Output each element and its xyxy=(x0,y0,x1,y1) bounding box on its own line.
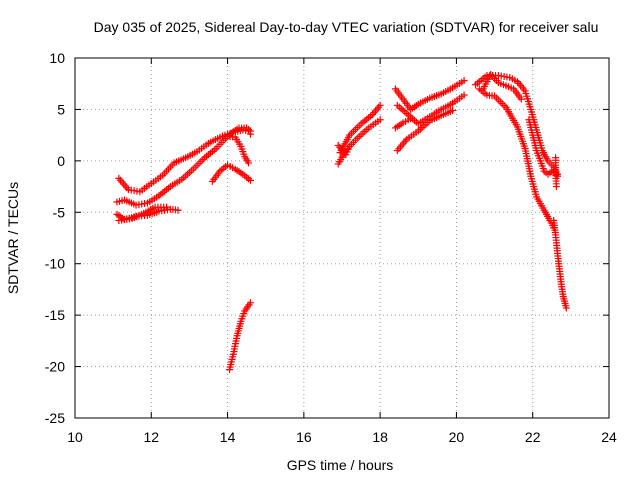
data-point xyxy=(246,127,254,135)
series-track-a xyxy=(115,126,254,196)
series-track-b xyxy=(113,124,254,209)
series-track-i xyxy=(336,101,384,157)
series-track-t xyxy=(550,217,570,312)
data-point xyxy=(346,142,354,150)
series-track-g xyxy=(225,299,254,374)
x-tick-label: 22 xyxy=(525,429,541,445)
series-track-q xyxy=(475,85,558,232)
data-point xyxy=(562,304,570,312)
data-point xyxy=(163,203,171,211)
series-track-f xyxy=(224,132,253,167)
y-tick-label: -10 xyxy=(45,256,65,272)
series-track-s xyxy=(552,154,560,191)
series-track-n xyxy=(391,115,415,132)
y-tick-label: -15 xyxy=(45,307,65,323)
series-track-o xyxy=(472,71,562,178)
data-point xyxy=(246,176,254,184)
series-track-e xyxy=(208,161,254,185)
y-tick-label: -20 xyxy=(45,359,65,375)
data-point xyxy=(449,106,457,114)
x-axis-label: GPS time / hours xyxy=(287,457,394,473)
chart-title: Day 035 of 2025, Sidereal Day-to-day VTE… xyxy=(94,19,599,35)
data-point xyxy=(376,101,384,109)
x-tick-label: 14 xyxy=(220,429,236,445)
series-track-j xyxy=(334,141,354,159)
series-track-k xyxy=(391,77,468,113)
data-point xyxy=(407,115,415,123)
data-point xyxy=(246,299,254,307)
data-point xyxy=(174,206,182,214)
x-tick-label: 20 xyxy=(449,429,465,445)
series-track-d xyxy=(115,203,171,225)
x-tick-label: 18 xyxy=(372,429,388,445)
x-tick-label: 16 xyxy=(296,429,312,445)
y-tick-label: 0 xyxy=(57,153,65,169)
y-tick-label: -25 xyxy=(45,410,65,426)
axis-ticks: 10 12 14 16 18 20 22 24 -25 -20 -15 -10 -5 0 5 10 xyxy=(45,50,617,445)
data-point xyxy=(376,116,384,124)
data-point xyxy=(460,91,468,99)
data-point xyxy=(517,95,525,103)
plot-frame xyxy=(74,57,610,419)
x-tick-label: 12 xyxy=(143,429,159,445)
y-tick-label: 5 xyxy=(57,101,65,117)
x-tick-label: 10 xyxy=(67,429,83,445)
series-track-m xyxy=(393,106,457,155)
data-point xyxy=(245,159,253,167)
data-point xyxy=(552,183,560,191)
y-axis-label: SDTVAR / TECUs xyxy=(5,182,21,294)
y-tick-label: -5 xyxy=(53,204,66,220)
data-point xyxy=(460,77,468,85)
data-points xyxy=(113,70,570,374)
y-tick-label: 10 xyxy=(49,50,65,66)
series-track-p xyxy=(479,70,525,103)
x-tick-label: 24 xyxy=(601,429,617,445)
